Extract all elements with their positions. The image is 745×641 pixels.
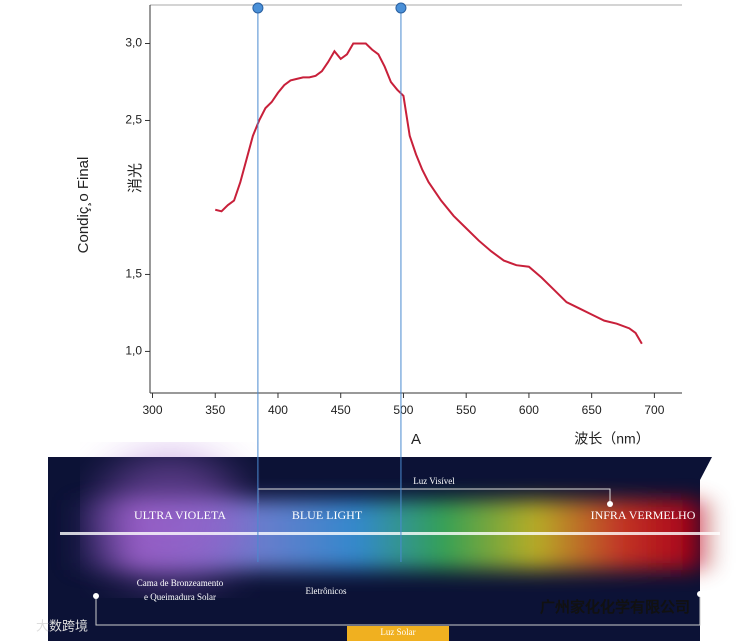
spectrum-wave bbox=[60, 532, 720, 535]
dot bbox=[93, 593, 99, 599]
y-tick-label: 1,5 bbox=[125, 267, 142, 281]
x-tick-label: 350 bbox=[205, 403, 225, 417]
y-axis-label: 消光 bbox=[127, 163, 144, 193]
x-tick-label: 400 bbox=[268, 403, 288, 417]
y-tick-label: 3,0 bbox=[125, 36, 142, 50]
sun-label: Luz Solar bbox=[380, 627, 415, 637]
y-tick-label: 1,0 bbox=[125, 344, 142, 358]
uv-note: Cama de Bronzeamento bbox=[137, 578, 224, 588]
sun-bracket bbox=[95, 594, 701, 626]
x-tick-label: 600 bbox=[519, 403, 539, 417]
x-tick-label: 300 bbox=[142, 403, 162, 417]
blue-note: Eletrônicos bbox=[306, 586, 347, 596]
sun-box bbox=[347, 626, 449, 641]
blue-label: BLUE LIGHT bbox=[292, 508, 363, 522]
x-tick-label: 700 bbox=[644, 403, 664, 417]
data-line bbox=[215, 42, 643, 345]
reference-dot bbox=[395, 2, 407, 14]
dot bbox=[607, 501, 613, 507]
x-tick-label: 650 bbox=[582, 403, 602, 417]
y-tick-label: 2,5 bbox=[125, 113, 142, 127]
reference-dot bbox=[252, 2, 264, 14]
y-axis-label: Condiç¸o Final bbox=[75, 157, 92, 254]
uv-glow bbox=[95, 455, 245, 585]
x-axis-label: 波长（nm） bbox=[574, 431, 649, 447]
uv-label: ULTRA VIOLETA bbox=[134, 508, 226, 522]
x-tick-label: 500 bbox=[393, 403, 413, 417]
x-axis-label: A bbox=[411, 431, 421, 448]
dot bbox=[697, 591, 703, 597]
x-tick-label: 550 bbox=[456, 403, 476, 417]
x-tick-label: 450 bbox=[331, 403, 351, 417]
watermark: 大数跨境 bbox=[36, 618, 88, 633]
visible-label: Luz Visível bbox=[413, 476, 455, 486]
watermark: 广州家化化学有限公司 bbox=[540, 598, 690, 616]
uv-note: e Queimadura Solar bbox=[144, 592, 216, 602]
ir-label: INFRA VERMELHO bbox=[591, 508, 696, 522]
